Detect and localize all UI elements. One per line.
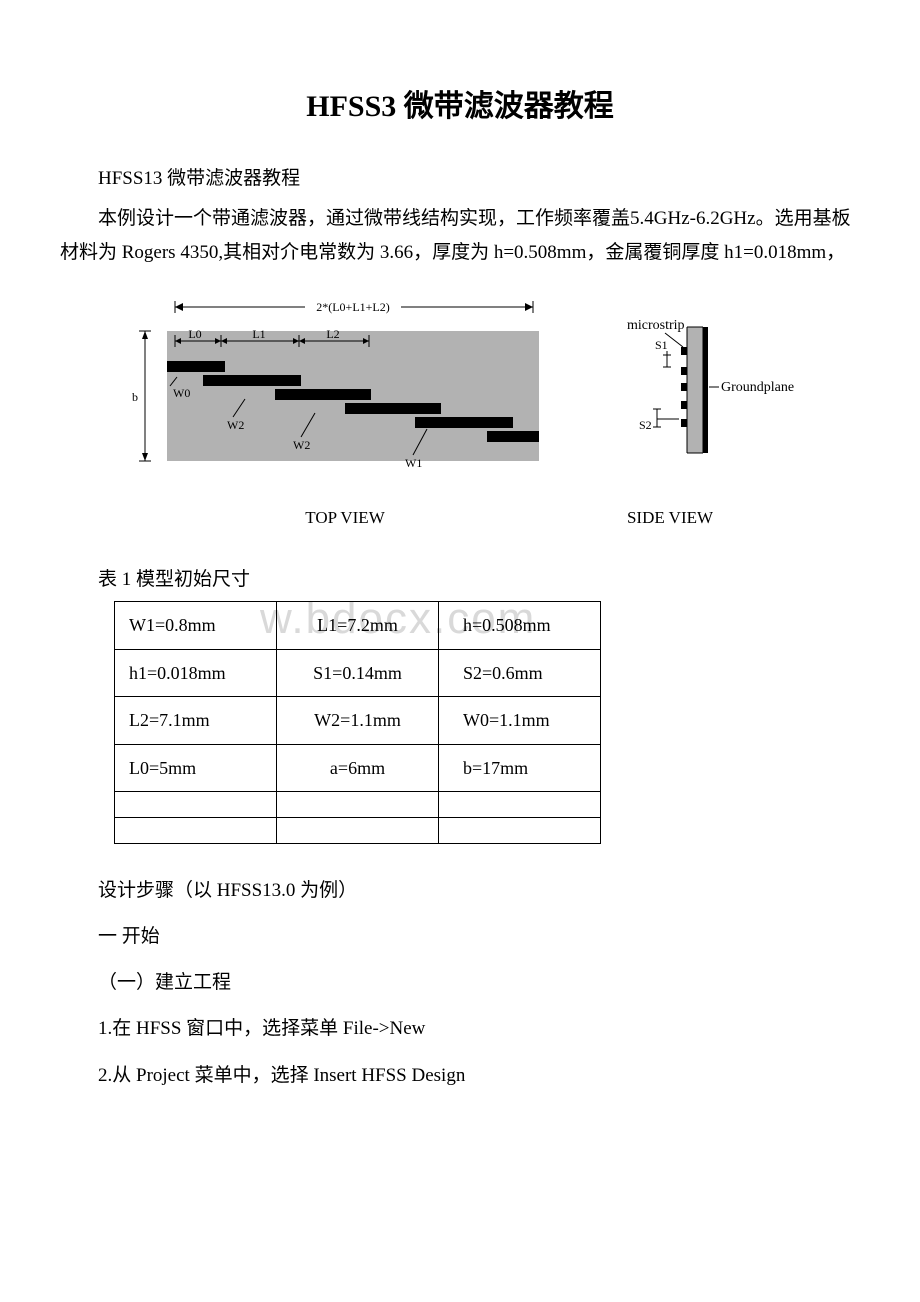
steps-heading: 设计步骤（以 HFSS13.0 为例）: [60, 874, 860, 908]
caption-side-view: SIDE VIEW: [555, 503, 785, 534]
label-L0: L0: [188, 327, 201, 341]
table-row: [115, 817, 601, 843]
cell: L0=5mm: [115, 744, 277, 791]
label-W1: W1: [405, 456, 422, 470]
cell: b=17mm: [439, 744, 601, 791]
cell: [115, 817, 277, 843]
cell: h1=0.018mm: [115, 649, 277, 696]
label-W2a: W2: [227, 418, 244, 432]
cell: [439, 817, 601, 843]
label-L2: L2: [326, 327, 339, 341]
step-1-1-2: 2.从 Project 菜单中，选择 Insert HFSS Design: [60, 1059, 860, 1093]
label-S1: S1: [655, 338, 668, 352]
intro-paragraph: 本例设计一个带通滤波器，通过微带线结构实现，工作频率覆盖5.4GHz-6.2GH…: [60, 202, 860, 270]
cell: [277, 791, 439, 817]
cell: S1=0.14mm: [277, 649, 439, 696]
label-L1: L1: [252, 327, 265, 341]
diagram-captions: TOP VIEW SIDE VIEW: [60, 503, 860, 534]
side-view-diagram: microstrip Groundplane S1 S2: [575, 289, 805, 489]
cell: W1=0.8mm: [115, 602, 277, 649]
label-microstrip: microstrip: [627, 318, 685, 333]
subtitle-line: HFSS13 微带滤波器教程: [60, 162, 860, 196]
cell: S2=0.6mm: [439, 649, 601, 696]
cell: W0=1.1mm: [439, 697, 601, 744]
diagram-container: 2*(L0+L1+L2) L0 L1 L2 W0 W2 W2 W1: [60, 289, 860, 489]
dimension-table: W1=0.8mm L1=7.2mm h=0.508mm h1=0.018mm S…: [114, 601, 601, 844]
table-row: L0=5mm a=6mm b=17mm: [115, 744, 601, 791]
cell: [277, 817, 439, 843]
label-W2b: W2: [293, 438, 310, 452]
top-view-diagram: 2*(L0+L1+L2) L0 L1 L2 W0 W2 W2 W1: [115, 289, 545, 489]
cell: W2=1.1mm: [277, 697, 439, 744]
step-1: 一 开始: [60, 920, 860, 954]
table-row: h1=0.018mm S1=0.14mm S2=0.6mm: [115, 649, 601, 696]
cell: a=6mm: [277, 744, 439, 791]
cell: L2=7.1mm: [115, 697, 277, 744]
table-row: W1=0.8mm L1=7.2mm h=0.508mm: [115, 602, 601, 649]
table-row: [115, 791, 601, 817]
step-1-1: （一）建立工程: [60, 966, 860, 1000]
label-groundplane: Groundplane: [721, 380, 794, 395]
cell: [439, 791, 601, 817]
label-S2: S2: [639, 418, 652, 432]
page-title: HFSS3 微带滤波器教程: [60, 80, 860, 134]
step-1-1-1: 1.在 HFSS 窗口中，选择菜单 File->New: [60, 1012, 860, 1046]
label-W0: W0: [173, 386, 190, 400]
cell: L1=7.2mm: [277, 602, 439, 649]
table-row: L2=7.1mm W2=1.1mm W0=1.1mm: [115, 697, 601, 744]
caption-top-view: TOP VIEW: [135, 503, 555, 534]
label-b: b: [132, 390, 138, 404]
dim-total-label: 2*(L0+L1+L2): [316, 300, 390, 314]
table-caption: 表 1 模型初始尺寸: [60, 563, 860, 597]
cell: [115, 791, 277, 817]
cell: h=0.508mm: [439, 602, 601, 649]
